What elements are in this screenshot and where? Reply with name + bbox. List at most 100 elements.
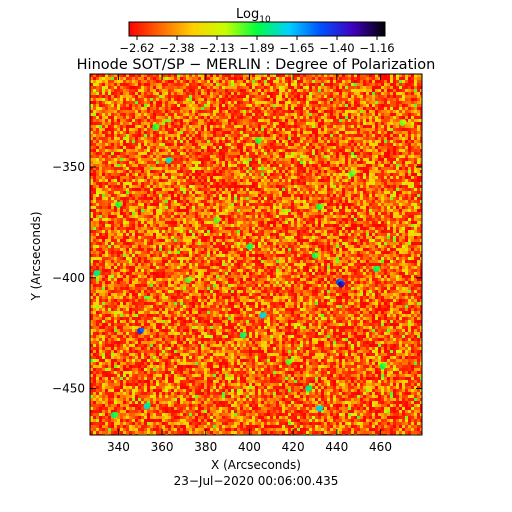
heatmap-cell <box>312 86 315 89</box>
heatmap-cell <box>132 152 135 155</box>
heatmap-cell <box>183 197 186 200</box>
heatmap-cell <box>108 161 111 164</box>
heatmap-cell <box>150 104 153 107</box>
heatmap-cell <box>135 155 138 158</box>
heatmap-cell <box>420 176 422 179</box>
heatmap-cell <box>237 155 240 158</box>
heatmap-cell <box>168 173 171 176</box>
heatmap-cell <box>372 107 375 110</box>
heatmap-cell <box>132 125 135 128</box>
heatmap-cell <box>288 155 291 158</box>
heatmap-cell <box>135 119 138 122</box>
heatmap-cell <box>171 146 174 149</box>
heatmap-cell <box>303 134 306 137</box>
heatmap-cell <box>324 182 327 185</box>
heatmap-cell <box>381 149 384 152</box>
heatmap-cell <box>138 125 141 128</box>
heatmap-cell <box>108 110 111 113</box>
heatmap-cell <box>384 161 387 164</box>
heatmap-cell <box>387 176 390 179</box>
heatmap-cell <box>234 122 237 125</box>
heatmap-cell <box>219 149 222 152</box>
heatmap-cell <box>231 143 234 146</box>
heatmap-cell <box>384 203 387 206</box>
heatmap-cell <box>195 143 198 146</box>
heatmap-cell <box>261 83 264 86</box>
heatmap-cell <box>216 185 219 188</box>
heatmap-cell <box>372 155 375 158</box>
heatmap-cell <box>126 122 129 125</box>
heatmap-cell <box>255 116 258 119</box>
heatmap-cell <box>354 206 357 209</box>
heatmap-cell <box>294 155 297 158</box>
heatmap-cell <box>144 194 147 197</box>
heatmap-cell <box>117 119 120 122</box>
heatmap-cell <box>240 95 243 98</box>
heatmap-cell <box>339 140 342 143</box>
heatmap-cell <box>306 86 309 89</box>
heatmap-cell <box>303 158 306 161</box>
heatmap-cell <box>201 101 204 104</box>
heatmap-cell <box>303 197 306 200</box>
heatmap-cell <box>216 83 219 86</box>
heatmap-cell <box>102 131 105 134</box>
heatmap-cell <box>381 98 384 101</box>
heatmap-cell <box>372 191 375 194</box>
heatmap-cell <box>90 155 93 158</box>
heatmap-cell <box>255 149 258 152</box>
heatmap-cell <box>315 176 318 179</box>
heatmap-cell <box>378 143 381 146</box>
heatmap-cell <box>264 179 267 182</box>
heatmap-cell <box>135 149 138 152</box>
heatmap-cell <box>267 137 270 140</box>
heatmap-cell <box>153 182 156 185</box>
heatmap-cell <box>336 86 339 89</box>
heatmap-cell <box>399 134 402 137</box>
heatmap-cell <box>240 119 243 122</box>
heatmap-cell <box>255 119 258 122</box>
heatmap-cell <box>297 98 300 101</box>
heatmap-cell <box>207 128 210 131</box>
heatmap-cell <box>210 203 213 206</box>
heatmap-cell <box>228 164 231 167</box>
heatmap-cell <box>258 206 261 209</box>
heatmap-cell <box>150 77 153 80</box>
heatmap-cell <box>321 98 324 101</box>
heatmap-cell <box>231 167 234 170</box>
heatmap-cell <box>192 155 195 158</box>
heatmap-cell <box>174 161 177 164</box>
heatmap-cell <box>165 95 168 98</box>
heatmap-cell <box>162 179 165 182</box>
heatmap-cell <box>213 83 216 86</box>
heatmap-cell <box>390 131 393 134</box>
heatmap-cell <box>126 185 129 188</box>
heatmap-cell <box>291 74 294 77</box>
heatmap-cell <box>357 101 360 104</box>
heatmap-cell <box>324 140 327 143</box>
heatmap-cell <box>222 200 225 203</box>
heatmap-cell <box>99 161 102 164</box>
heatmap-cell <box>249 131 252 134</box>
heatmap-cell <box>90 95 93 98</box>
heatmap-cell <box>231 107 234 110</box>
heatmap-cell <box>333 146 336 149</box>
heatmap-cell <box>396 83 399 86</box>
heatmap-cell <box>141 188 144 191</box>
heatmap-cell <box>96 152 99 155</box>
heatmap-cell <box>207 185 210 188</box>
heatmap-cell <box>372 122 375 125</box>
heatmap-cell <box>258 131 261 134</box>
heatmap-cell <box>261 191 264 194</box>
heatmap-cell <box>213 158 216 161</box>
heatmap-cell <box>408 191 411 194</box>
heatmap-cell <box>357 119 360 122</box>
heatmap-cell <box>384 185 387 188</box>
heatmap-cell <box>162 137 165 140</box>
heatmap-cell <box>93 113 96 116</box>
heatmap-cell <box>333 101 336 104</box>
heatmap-cell <box>330 203 333 206</box>
heatmap-cell <box>138 119 141 122</box>
heatmap-cell <box>387 74 390 77</box>
heatmap-cell <box>96 167 99 170</box>
heatmap-cell <box>390 83 393 86</box>
